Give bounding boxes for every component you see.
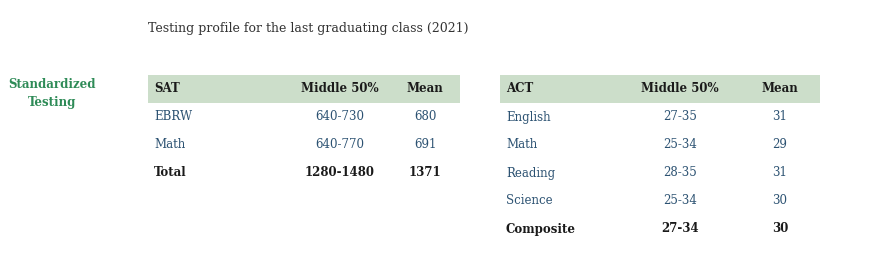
Text: 25-34: 25-34 [662, 195, 696, 208]
Text: Mean: Mean [406, 83, 443, 96]
Text: Composite: Composite [505, 223, 575, 235]
Text: 640-730: 640-730 [315, 110, 364, 123]
Text: 25-34: 25-34 [662, 138, 696, 151]
Text: SAT: SAT [153, 83, 180, 96]
Bar [499, 75, 819, 103]
Text: 28-35: 28-35 [662, 167, 696, 180]
Text: 1280-1480: 1280-1480 [304, 167, 374, 180]
Text: 1371: 1371 [408, 167, 441, 180]
Text: 27-35: 27-35 [662, 110, 696, 123]
Bar [148, 75, 460, 103]
Text: Middle 50%: Middle 50% [301, 83, 378, 96]
Text: Math: Math [153, 138, 185, 151]
Text: Math: Math [505, 138, 537, 151]
Text: 691: 691 [413, 138, 436, 151]
Text: ACT: ACT [505, 83, 532, 96]
Text: Reading: Reading [505, 167, 554, 180]
Text: 31: 31 [772, 110, 787, 123]
Text: EBRW: EBRW [153, 110, 192, 123]
Text: 680: 680 [413, 110, 436, 123]
Text: 27-34: 27-34 [660, 223, 698, 235]
Text: Middle 50%: Middle 50% [640, 83, 718, 96]
Text: Mean: Mean [760, 83, 797, 96]
Text: Testing profile for the last graduating class (2021): Testing profile for the last graduating … [148, 22, 468, 35]
Text: Total: Total [153, 167, 187, 180]
Text: 640-770: 640-770 [315, 138, 364, 151]
Text: English: English [505, 110, 550, 123]
Text: 29: 29 [772, 138, 787, 151]
Text: 30: 30 [771, 223, 788, 235]
Text: 30: 30 [772, 195, 787, 208]
Text: Testing: Testing [28, 96, 76, 109]
Text: Science: Science [505, 195, 552, 208]
Text: Standardized: Standardized [8, 78, 96, 91]
Text: 31: 31 [772, 167, 787, 180]
